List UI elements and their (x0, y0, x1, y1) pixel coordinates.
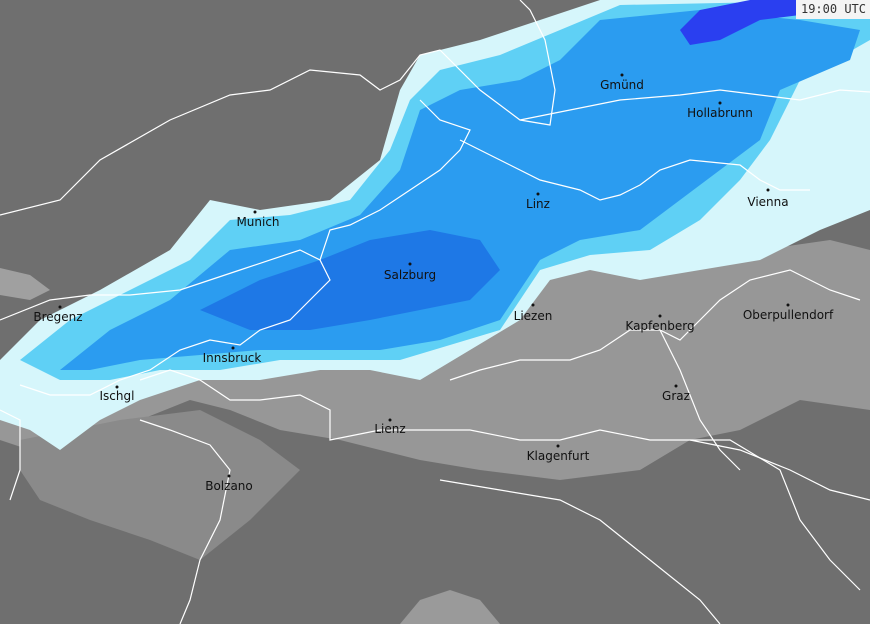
city-label: Salzburg (384, 268, 436, 282)
precip-very-heavy (680, 0, 800, 45)
border-czech (519, 89, 870, 121)
city-liezen[interactable]: Liezen (514, 303, 553, 324)
city-label: Bolzano (205, 479, 253, 493)
city-vienna[interactable]: Vienna (747, 188, 789, 210)
city-label: Oberpullendorf (743, 308, 834, 322)
city-kapfenberg[interactable]: Kapfenberg (625, 314, 695, 334)
precip-heavy (200, 230, 500, 330)
city-label: Munich (236, 215, 279, 229)
city-hollabrunn[interactable]: Hollabrunn (687, 101, 753, 121)
city-label: Linz (526, 197, 550, 211)
city-lienz[interactable]: Lienz (374, 418, 406, 437)
city-gmund[interactable]: Gmünd (600, 73, 644, 93)
border-danube (459, 139, 810, 201)
city-graz[interactable]: Graz (662, 384, 690, 404)
border-graz (659, 329, 741, 471)
city-label: Gmünd (600, 78, 644, 92)
border-austria-italy (139, 369, 870, 501)
border-germany-north (0, 0, 556, 216)
border-salzburg (319, 99, 471, 261)
city-label: Kapfenberg (625, 319, 694, 333)
city-salzburg[interactable]: Salzburg (384, 262, 436, 283)
timestamp-label: 19:00 UTC (795, 0, 870, 19)
border-styria (449, 269, 861, 381)
city-ischgl[interactable]: Ischgl (100, 385, 135, 404)
precipitation-layer (0, 0, 870, 450)
city-bolzano[interactable]: Bolzano (205, 474, 253, 494)
city-label: Hollabrunn (687, 106, 753, 120)
border-slovenia (439, 479, 721, 624)
city-oberpullendorf[interactable]: Oberpullendorf (743, 303, 834, 323)
city-klagenfurt[interactable]: Klagenfurt (527, 444, 590, 464)
southern-alps-terrain (20, 410, 300, 560)
border-austria-germany (0, 249, 331, 396)
city-label: Ischgl (100, 389, 135, 403)
city-label: Lienz (374, 422, 405, 436)
city-munich[interactable]: Munich (236, 210, 280, 230)
adriatic-sea (400, 590, 500, 624)
city-label: Bregenz (33, 310, 82, 324)
border-hungary (690, 439, 861, 591)
city-label: Liezen (514, 309, 553, 323)
border-italy-west (0, 409, 21, 501)
city-bregenz[interactable]: Bregenz (33, 305, 83, 325)
border-italy (139, 419, 231, 624)
city-label: Innsbruck (203, 351, 262, 365)
city-label: Graz (662, 389, 690, 403)
city-linz[interactable]: Linz (526, 192, 550, 212)
city-label: Vienna (747, 195, 788, 209)
cities: Gmünd Hollabrunn Linz Vienna Munich Salz… (33, 73, 834, 494)
city-label: Klagenfurt (527, 449, 590, 463)
city-innsbruck[interactable]: Innsbruck (203, 346, 262, 366)
lake (0, 268, 50, 300)
